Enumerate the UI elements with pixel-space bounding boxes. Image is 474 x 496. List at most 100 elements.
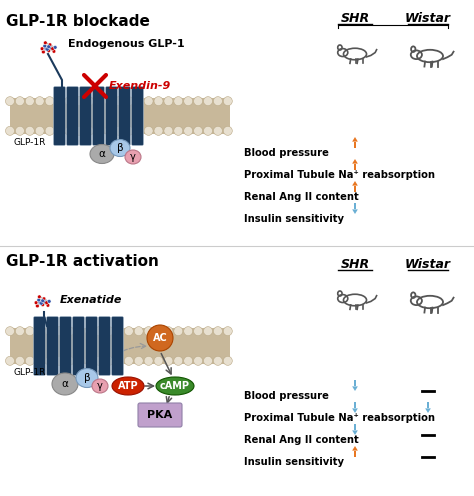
Text: PKA: PKA — [147, 410, 173, 420]
Text: Exendin-9: Exendin-9 — [109, 81, 171, 91]
Circle shape — [6, 327, 15, 336]
FancyBboxPatch shape — [138, 403, 182, 427]
Circle shape — [43, 44, 46, 48]
Ellipse shape — [156, 377, 194, 395]
Circle shape — [184, 97, 193, 106]
Bar — [354, 380, 356, 386]
Circle shape — [114, 97, 123, 106]
Circle shape — [75, 126, 84, 135]
Circle shape — [144, 126, 153, 135]
Circle shape — [41, 299, 45, 303]
Circle shape — [75, 327, 84, 336]
Circle shape — [203, 327, 212, 336]
Circle shape — [15, 126, 24, 135]
Circle shape — [34, 301, 38, 305]
Circle shape — [65, 126, 74, 135]
Circle shape — [174, 327, 183, 336]
Circle shape — [174, 356, 183, 366]
Circle shape — [164, 97, 173, 106]
Circle shape — [95, 97, 104, 106]
Circle shape — [124, 356, 133, 366]
Circle shape — [104, 97, 113, 106]
FancyBboxPatch shape — [46, 316, 58, 375]
FancyBboxPatch shape — [60, 316, 72, 375]
Circle shape — [144, 356, 153, 366]
Circle shape — [35, 97, 44, 106]
Text: α: α — [62, 379, 68, 389]
FancyBboxPatch shape — [118, 86, 130, 145]
Circle shape — [213, 356, 222, 366]
Ellipse shape — [52, 373, 78, 395]
Circle shape — [36, 304, 39, 308]
Circle shape — [15, 327, 24, 336]
Circle shape — [124, 126, 133, 135]
Text: β: β — [84, 373, 91, 383]
Circle shape — [104, 126, 113, 135]
Circle shape — [114, 126, 123, 135]
Circle shape — [25, 356, 34, 366]
Circle shape — [46, 304, 50, 307]
Circle shape — [51, 47, 55, 51]
Circle shape — [203, 97, 212, 106]
Circle shape — [114, 356, 123, 366]
Circle shape — [65, 97, 74, 106]
Circle shape — [49, 46, 53, 50]
Circle shape — [223, 97, 232, 106]
FancyBboxPatch shape — [111, 316, 124, 375]
Polygon shape — [352, 209, 358, 214]
Polygon shape — [352, 408, 358, 413]
Circle shape — [65, 356, 74, 366]
Circle shape — [45, 126, 54, 135]
Bar — [10, 98, 230, 134]
Circle shape — [85, 356, 94, 366]
Circle shape — [44, 41, 47, 45]
Circle shape — [223, 126, 232, 135]
Circle shape — [147, 325, 173, 351]
Text: Blood pressure: Blood pressure — [244, 391, 329, 401]
Text: Exenatide: Exenatide — [60, 295, 122, 305]
Circle shape — [164, 126, 173, 135]
Circle shape — [47, 49, 50, 53]
Circle shape — [41, 303, 45, 307]
Circle shape — [48, 43, 52, 47]
Circle shape — [124, 327, 133, 336]
Circle shape — [174, 126, 183, 135]
Circle shape — [164, 356, 173, 366]
Text: Insulin sensitivity: Insulin sensitivity — [244, 214, 344, 224]
Circle shape — [39, 302, 43, 305]
Circle shape — [35, 356, 44, 366]
FancyBboxPatch shape — [80, 86, 91, 145]
Text: β: β — [117, 143, 123, 153]
Circle shape — [213, 126, 222, 135]
Circle shape — [46, 48, 49, 51]
Text: GLP-1R: GLP-1R — [14, 138, 46, 147]
Circle shape — [15, 356, 24, 366]
Text: Renal Ang II content: Renal Ang II content — [244, 192, 359, 202]
Circle shape — [40, 47, 44, 51]
Text: γ: γ — [97, 381, 103, 391]
Circle shape — [85, 327, 94, 336]
FancyBboxPatch shape — [73, 316, 84, 375]
Circle shape — [35, 126, 44, 135]
Circle shape — [85, 97, 94, 106]
Circle shape — [203, 126, 212, 135]
Circle shape — [184, 126, 193, 135]
Circle shape — [45, 97, 54, 106]
FancyBboxPatch shape — [99, 316, 110, 375]
Circle shape — [144, 327, 153, 336]
Text: SHR: SHR — [340, 258, 370, 271]
Bar — [427, 402, 429, 408]
Circle shape — [193, 97, 202, 106]
Circle shape — [75, 97, 84, 106]
Circle shape — [25, 327, 34, 336]
Ellipse shape — [110, 139, 130, 157]
Circle shape — [193, 356, 202, 366]
Bar — [354, 186, 356, 192]
Circle shape — [184, 327, 193, 336]
Text: Renal Ang II content: Renal Ang II content — [244, 435, 359, 445]
Ellipse shape — [76, 369, 98, 387]
Circle shape — [6, 356, 15, 366]
Circle shape — [45, 327, 54, 336]
Circle shape — [25, 97, 34, 106]
Circle shape — [203, 356, 212, 366]
